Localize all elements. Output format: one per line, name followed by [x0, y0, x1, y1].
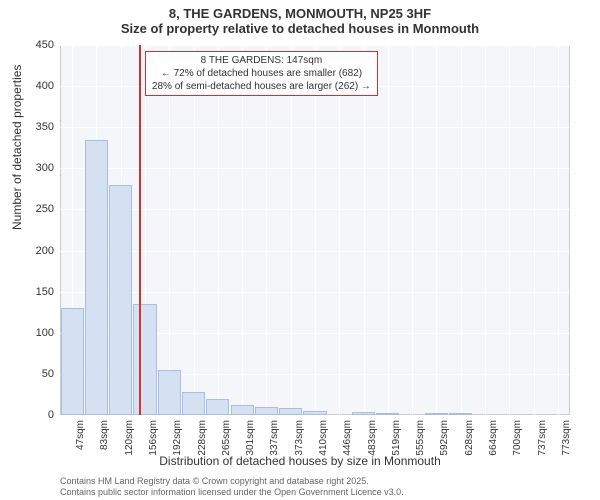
chart-plot-area: 8 THE GARDENS: 147sqm ← 72% of detached … — [60, 45, 570, 415]
chart-title-block: 8, THE GARDENS, MONMOUTH, NP25 3HF Size … — [0, 0, 600, 36]
gridline-v — [558, 45, 559, 415]
ytick-label: 0 — [24, 409, 54, 421]
ytick-label: 450 — [24, 39, 54, 51]
ytick-label: 200 — [24, 245, 54, 257]
chart-title-line2: Size of property relative to detached ho… — [0, 21, 600, 36]
annotation-line1: 8 THE GARDENS: 147sqm — [152, 54, 371, 67]
footer-line1: Contains HM Land Registry data © Crown c… — [60, 476, 404, 487]
gridline-v — [242, 45, 243, 415]
gridline-v — [194, 45, 195, 415]
histogram-bar — [109, 185, 132, 415]
gridline-v — [485, 45, 486, 415]
histogram-bar — [352, 412, 375, 415]
annotation-line2: ← 72% of detached houses are smaller (68… — [152, 67, 371, 80]
footer-line2: Contains public sector information licen… — [60, 487, 404, 498]
gridline-v — [509, 45, 510, 415]
ytick-label: 50 — [24, 368, 54, 380]
gridline-v — [412, 45, 413, 415]
x-axis-label: Distribution of detached houses by size … — [0, 454, 600, 468]
ytick-label: 250 — [24, 203, 54, 215]
gridline-v — [315, 45, 316, 415]
gridline-v — [339, 45, 340, 415]
annotation-line3: 28% of semi-detached houses are larger (… — [152, 80, 371, 93]
ytick-label: 150 — [24, 286, 54, 298]
ytick-label: 100 — [24, 327, 54, 339]
gridline-h — [60, 415, 570, 416]
histogram-bar — [206, 399, 229, 415]
ytick-label: 300 — [24, 162, 54, 174]
histogram-bar — [449, 413, 472, 415]
gridline-v — [291, 45, 292, 415]
histogram-bar — [231, 405, 254, 415]
gridline-v — [388, 45, 389, 415]
histogram-bar — [279, 408, 302, 415]
histogram-bar — [133, 304, 156, 415]
y-axis-label: Number of detached properties — [10, 65, 24, 230]
reference-line — [139, 45, 141, 415]
histogram-bar — [425, 413, 448, 415]
annotation-box: 8 THE GARDENS: 147sqm ← 72% of detached … — [145, 51, 378, 96]
footer-attribution: Contains HM Land Registry data © Crown c… — [60, 476, 404, 498]
histogram-bar — [61, 308, 84, 415]
histogram-bar — [376, 413, 399, 415]
histogram-bar — [255, 407, 278, 415]
ytick-label: 400 — [24, 80, 54, 92]
gridline-v — [169, 45, 170, 415]
gridline-v — [218, 45, 219, 415]
gridline-v — [534, 45, 535, 415]
gridline-v — [436, 45, 437, 415]
histogram-bar — [158, 370, 181, 415]
chart-title-line1: 8, THE GARDENS, MONMOUTH, NP25 3HF — [0, 6, 600, 21]
histogram-bar — [85, 140, 108, 415]
histogram-bar — [303, 411, 326, 415]
ytick-label: 350 — [24, 121, 54, 133]
gridline-v — [461, 45, 462, 415]
gridline-v — [266, 45, 267, 415]
histogram-bar — [182, 392, 205, 415]
gridline-v — [364, 45, 365, 415]
